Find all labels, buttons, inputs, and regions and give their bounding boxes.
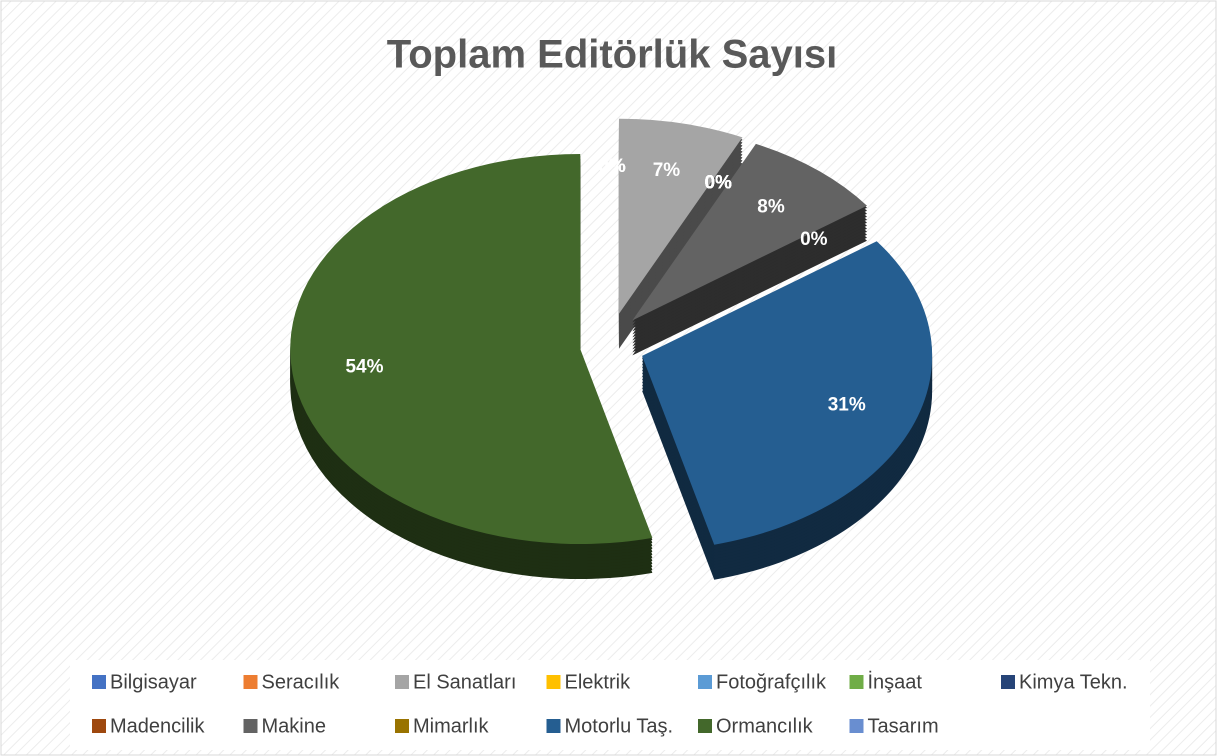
legend-swatch (395, 719, 409, 733)
legend-label: İnşaat (868, 670, 923, 693)
data-label: 0% (704, 173, 732, 194)
chart-title: Toplam Editörlük Sayısı (387, 33, 837, 77)
legend-label: Tasarım (868, 715, 939, 737)
data-label: 0% (598, 156, 626, 177)
legend-label: El Sanatları (413, 671, 516, 693)
legend-swatch (243, 719, 258, 733)
slice (618, 118, 743, 314)
legend-swatch (546, 675, 561, 689)
slice-side (637, 219, 873, 335)
slice-side (637, 228, 873, 344)
legend-swatch (92, 719, 106, 733)
data-label: 0% (598, 156, 626, 177)
data-label: 31% (828, 394, 866, 415)
slice (637, 211, 873, 327)
data-label: 0% (704, 173, 732, 194)
slice-side (637, 225, 873, 341)
data-label: 0% (800, 229, 828, 250)
data-label: 8% (757, 197, 785, 218)
legend-label: Seracılık (262, 671, 341, 693)
data-label: 0% (704, 173, 732, 194)
data-label: 7% (653, 160, 681, 181)
legend-swatch (1001, 675, 1015, 689)
legend-swatch (849, 719, 864, 733)
slice-side (637, 231, 873, 347)
slice-side (637, 240, 873, 356)
legend-label: Bilgisayar (110, 671, 197, 693)
slice-side (637, 213, 873, 329)
slice (642, 241, 933, 545)
legend-swatch (395, 675, 409, 689)
data-label: 54% (345, 356, 383, 377)
slice-side (637, 234, 873, 350)
legend-label: Elektrik (565, 671, 632, 693)
slice (632, 143, 868, 321)
data-label: 0% (704, 173, 732, 194)
legend-label: Motorlu Taş. (565, 715, 674, 737)
legend-swatch (92, 675, 106, 689)
data-label: 0% (704, 173, 732, 194)
legend-swatch (546, 719, 561, 733)
legend-swatch (698, 675, 712, 689)
data-label: 0% (598, 156, 626, 177)
slice (290, 154, 653, 545)
legend-swatch (849, 675, 864, 689)
slice-side (637, 237, 873, 353)
legend-label: Kimya Tekn. (1019, 671, 1128, 693)
legend-label: Ormancılık (716, 715, 814, 737)
legend-label: Mimarlık (413, 715, 490, 737)
legend-label: Makine (262, 715, 326, 737)
legend-label: Madencilik (110, 715, 205, 737)
slice-side (637, 222, 873, 338)
legend-swatch (698, 719, 712, 733)
legend-label: Fotoğrafçılık (716, 671, 827, 693)
legend-swatch (243, 675, 258, 689)
slice-side (637, 216, 873, 332)
